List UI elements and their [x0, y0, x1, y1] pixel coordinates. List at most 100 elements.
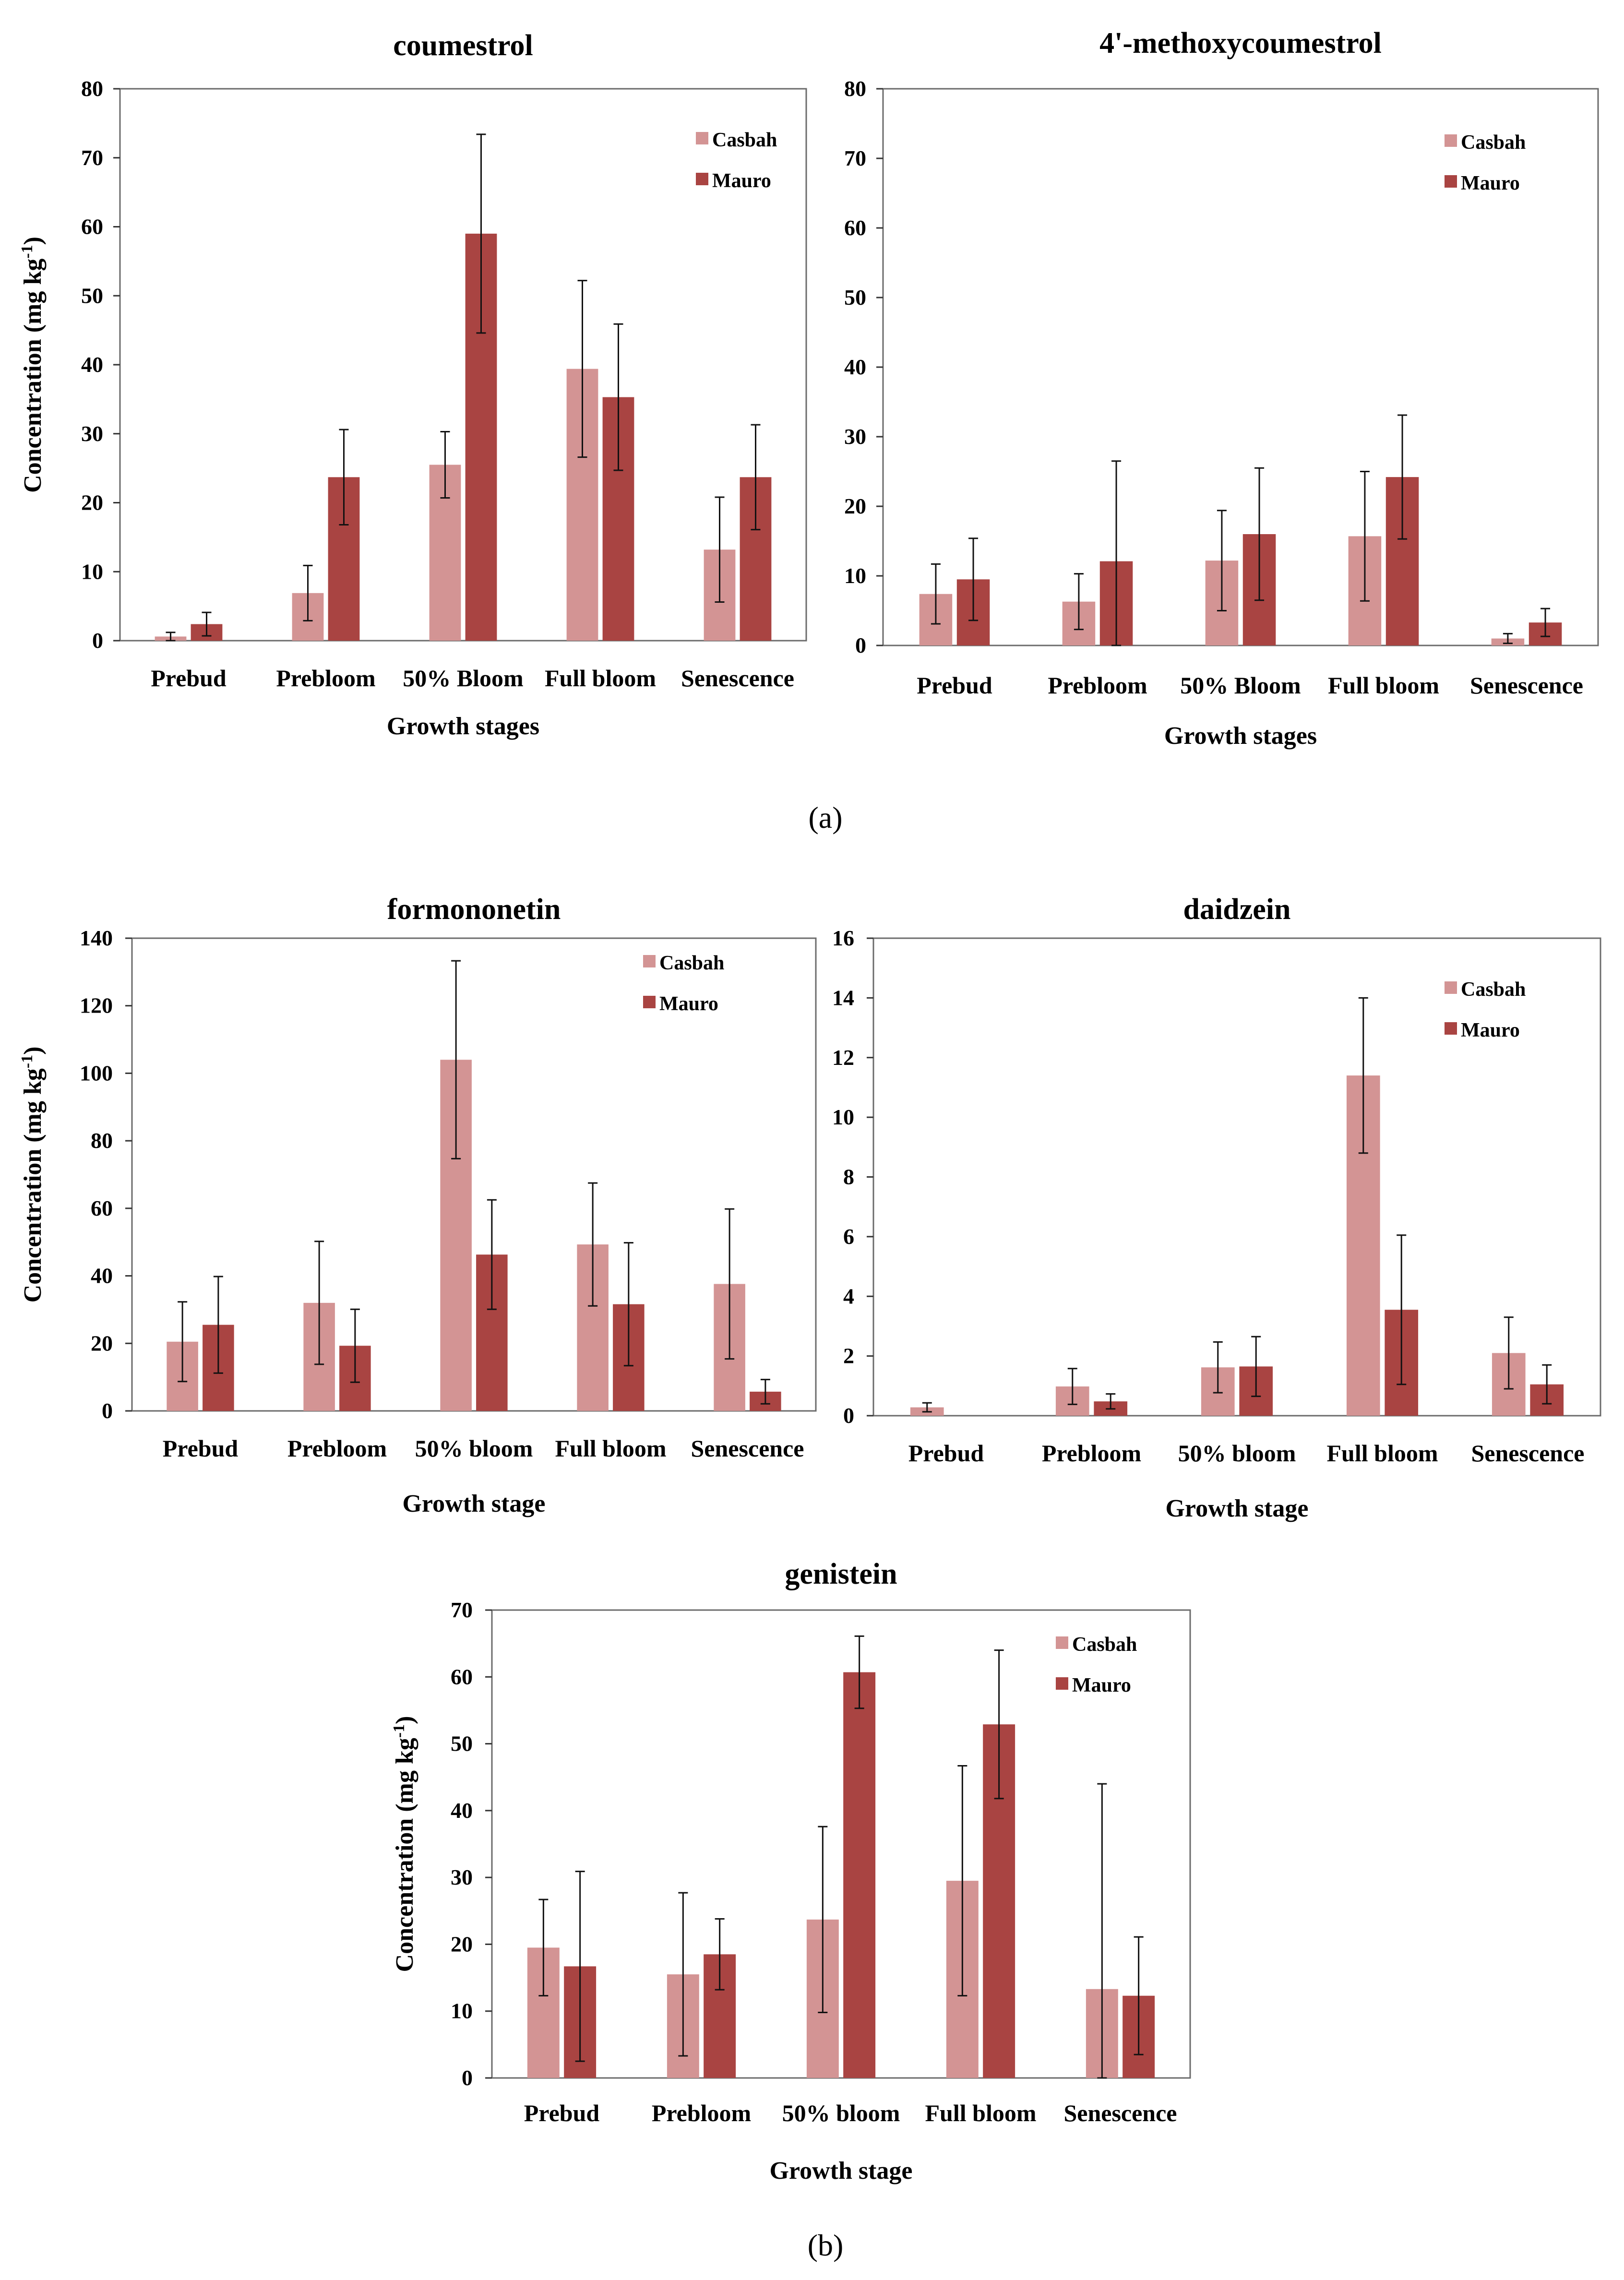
category-label: Prebud	[917, 672, 992, 699]
legend-swatch-mauro	[1445, 1022, 1457, 1035]
chart-title: daidzein	[1183, 893, 1291, 926]
y-tick-label: 20	[451, 1932, 473, 1956]
panel-label-a: (a)	[808, 800, 842, 835]
y-tick-label: 12	[832, 1045, 854, 1070]
legend-label-mauro: Mauro	[659, 993, 718, 1015]
y-tick-label: 100	[80, 1061, 113, 1085]
y-tick-label: 80	[844, 76, 866, 101]
panel-label-b: (b)	[808, 2228, 844, 2262]
y-tick-label: 50	[451, 1731, 473, 1756]
y-tick-label: 16	[832, 926, 854, 950]
y-tick-label: 20	[91, 1331, 113, 1355]
y-axis-label: Concentration (mg kg-1)	[18, 1047, 47, 1303]
category-label: Senescence	[1471, 1440, 1584, 1467]
y-tick-label: 60	[451, 1664, 473, 1689]
x-axis-label: Growth stages	[1164, 722, 1317, 750]
y-tick-label: 70	[81, 145, 103, 170]
y-tick-label: 0	[462, 2065, 473, 2090]
category-label: 50% bloom	[782, 2100, 900, 2126]
category-label: Prebud	[163, 1435, 239, 1462]
legend-swatch-casbah	[643, 955, 656, 967]
category-label: Full bloom	[925, 2100, 1037, 2126]
y-tick-label: 70	[844, 146, 866, 170]
plot-frame	[119, 88, 807, 642]
category-label: Full bloom	[1327, 1440, 1438, 1467]
legend: Casbah Mauro	[643, 952, 724, 1015]
chart-title: genistein	[785, 1558, 897, 1590]
legend-swatch-casbah	[1445, 981, 1457, 994]
plot-frame	[872, 937, 1601, 1417]
chart-title: formononetin	[387, 893, 561, 926]
legend-label-casbah: Casbah	[1072, 1634, 1137, 1656]
legend: Casbah Mauro	[1445, 979, 1526, 1041]
y-axis-label-close: )	[19, 237, 47, 245]
category-label: 50% bloom	[1178, 1440, 1296, 1467]
category-label: Senescence	[691, 1435, 804, 1462]
y-tick-label: 0	[102, 1398, 113, 1423]
category-label: Full bloom	[555, 1435, 667, 1462]
category-label: 50% bloom	[415, 1435, 533, 1462]
legend-label-mauro: Mauro	[1461, 172, 1520, 194]
legend-swatch-mauro	[643, 996, 656, 1008]
y-tick-label: 120	[80, 993, 113, 1018]
category-label: Prebud	[524, 2100, 600, 2126]
y-tick-label: 20	[81, 490, 103, 515]
y-tick-label: 60	[81, 215, 103, 239]
legend: Casbah Mauro	[1056, 1634, 1137, 1696]
y-tick-label: 10	[844, 563, 866, 588]
category-label: 50% Bloom	[403, 665, 523, 692]
y-tick-label: 80	[91, 1128, 113, 1153]
legend-label-casbah: Casbah	[712, 129, 777, 151]
y-tick-label: 0	[843, 1403, 854, 1428]
category-label: Full bloom	[545, 665, 656, 692]
y-axis-label-sup: -1	[18, 245, 36, 258]
x-axis-label: Growth stage	[1165, 1495, 1308, 1522]
chart-coumestrol: coumestrol 0 10 20 30 40 50 60 70 80 Prebud Prebloo…	[18, 29, 807, 740]
y-tick-label: 30	[81, 421, 103, 446]
chart-genistein: genistein 0 10 20 30 40 50 60 70 Prebud Prebloom 50…	[390, 1558, 1191, 2185]
category-label: 50% Bloom	[1180, 672, 1301, 699]
y-tick-label: 30	[451, 1865, 473, 1889]
y-tick-label: 0	[92, 628, 103, 653]
y-axis-label-text: Concentration (mg kg	[19, 259, 47, 493]
plot-frame	[131, 937, 817, 1412]
legend-swatch-mauro	[1445, 175, 1457, 188]
y-tick-label: 50	[844, 285, 866, 310]
y-tick-label: 40	[81, 352, 103, 377]
chart-daidzein: daidzein 0 2 4 6 8 10 12 14 16 Prebud Prebloom 50% b…	[832, 893, 1601, 1522]
y-tick-label: 30	[844, 424, 866, 449]
y-tick-label: 80	[81, 76, 103, 101]
y-axis-label: Concentration (mg kg-1)	[18, 237, 47, 493]
y-tick-label: 4	[843, 1284, 854, 1308]
plot-frame	[491, 1609, 1191, 2079]
y-tick-label: 140	[80, 926, 113, 950]
y-tick-label: 14	[832, 985, 854, 1010]
y-axis-label-close: )	[391, 1716, 418, 1724]
chart-methoxycoumestrol: 4'-methoxycoumestrol 0 10 20 30 40 50 60 70 80 Pre…	[844, 27, 1599, 750]
legend: Casbah Mauro	[1445, 131, 1526, 194]
y-tick-label: 50	[81, 283, 103, 308]
legend-label-mauro: Mauro	[1072, 1674, 1131, 1696]
y-axis-label-sup: -1	[18, 1055, 36, 1068]
legend-label-casbah: Casbah	[659, 952, 724, 974]
y-tick-label: 40	[844, 355, 866, 379]
y-axis-label-text: Concentration (mg kg	[19, 1068, 47, 1302]
y-tick-label: 70	[451, 1598, 473, 1622]
category-label: Prebud	[908, 1440, 984, 1467]
y-tick-label: 60	[91, 1196, 113, 1220]
legend-label-mauro: Mauro	[712, 170, 771, 192]
chart-title: 4'-methoxycoumestrol	[1099, 27, 1382, 60]
y-tick-label: 8	[843, 1165, 854, 1189]
y-axis-label: Concentration (mg kg-1)	[390, 1716, 418, 1972]
legend-label-casbah: Casbah	[1461, 979, 1526, 1001]
category-label: Senescence	[1063, 2100, 1177, 2126]
legend-swatch-casbah	[696, 132, 708, 144]
category-label: Prebud	[151, 665, 227, 692]
legend-swatch-casbah	[1445, 134, 1457, 147]
y-tick-label: 2	[843, 1344, 854, 1368]
chart-formononetin: formononetin 0 20 40 60 80 100 120 140 Prebud Preb…	[18, 893, 817, 1517]
x-axis-label: Growth stage	[402, 1490, 545, 1517]
y-tick-label: 10	[81, 559, 103, 584]
category-label: Full bloom	[1328, 672, 1439, 699]
y-axis-label-sup: -1	[390, 1724, 408, 1738]
